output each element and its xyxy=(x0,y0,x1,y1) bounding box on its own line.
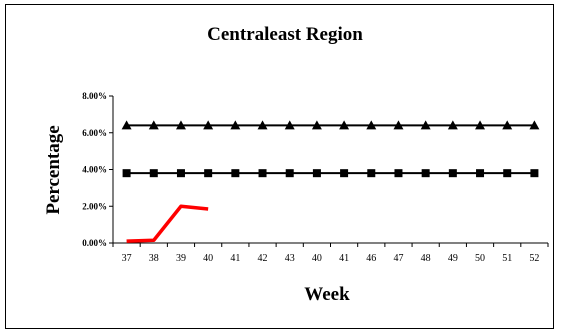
x-tick-label: 46 xyxy=(366,253,376,264)
x-tick-label: 43 xyxy=(285,253,295,264)
x-tick-label: 37 xyxy=(122,253,132,264)
series-2-point xyxy=(340,169,349,178)
y-tick-label: 2.00% xyxy=(82,201,107,211)
x-tick-label: 50 xyxy=(475,253,485,264)
y-tick-label: 6.00% xyxy=(82,128,107,138)
series-1-point xyxy=(366,120,377,130)
x-tick-label: 49 xyxy=(448,253,458,264)
series-1-point xyxy=(257,120,268,130)
series-2-point xyxy=(231,169,240,178)
series-2-point xyxy=(204,169,213,178)
x-tick-label: 52 xyxy=(529,253,539,264)
series-1-point xyxy=(447,120,458,130)
x-tick-labels: 37 38 39 40 41 42 43 40 41 46 47 48 49 50 51 52 xyxy=(112,243,549,264)
y-tick-label: 4.00% xyxy=(82,165,107,175)
series-2-point xyxy=(476,169,485,178)
series-1-point xyxy=(230,120,241,130)
x-tick-label: 40 xyxy=(203,253,213,264)
series-1-point xyxy=(284,120,295,130)
chart-frame xyxy=(5,4,554,329)
series-2-point xyxy=(394,169,403,178)
x-tick-label: 48 xyxy=(421,253,431,264)
series-1-point xyxy=(393,120,404,130)
series-2-point xyxy=(448,169,457,178)
series-2-point xyxy=(312,169,321,178)
x-tick-label: 39 xyxy=(176,253,186,264)
series-1-point xyxy=(339,120,350,130)
x-tick-label: 40 xyxy=(312,253,322,264)
series-1-point xyxy=(148,120,159,130)
series-2-point xyxy=(367,169,376,178)
y-axis-title: Percentage xyxy=(43,125,64,214)
series-2-point xyxy=(530,169,539,178)
x-tick-label: 51 xyxy=(502,253,512,264)
series-2-point xyxy=(122,169,131,178)
series-line-3 xyxy=(126,204,209,243)
series-2-point xyxy=(503,169,512,178)
y-tick-labels: 0.00% 2.00% 4.00% 6.00% 8.00% xyxy=(82,91,113,248)
series-1-point xyxy=(502,120,513,130)
x-tick-label: 41 xyxy=(339,253,349,264)
y-tick-label: 8.00% xyxy=(82,91,107,101)
series-1-point xyxy=(175,120,186,130)
series-2-point xyxy=(176,169,185,178)
series-2-point xyxy=(421,169,430,178)
x-axis-title: Week xyxy=(304,284,350,305)
x-tick-label: 42 xyxy=(258,253,268,264)
series-group xyxy=(121,120,540,243)
y-tick-label: 0.00% xyxy=(82,238,107,248)
series-1-point xyxy=(420,120,431,130)
series-1-point xyxy=(121,120,132,130)
series-1-point xyxy=(203,120,214,130)
series-1-point xyxy=(529,120,540,130)
chart-title: Centraleast Region xyxy=(207,24,363,45)
series-1-point xyxy=(311,120,322,130)
series-2-point xyxy=(149,169,158,178)
x-tick-label: 38 xyxy=(149,253,159,264)
x-tick-label: 47 xyxy=(393,253,403,264)
series-1-point xyxy=(475,120,486,130)
series-2-point xyxy=(258,169,267,178)
x-tick-label: 41 xyxy=(230,253,240,264)
series-2-point xyxy=(285,169,294,178)
